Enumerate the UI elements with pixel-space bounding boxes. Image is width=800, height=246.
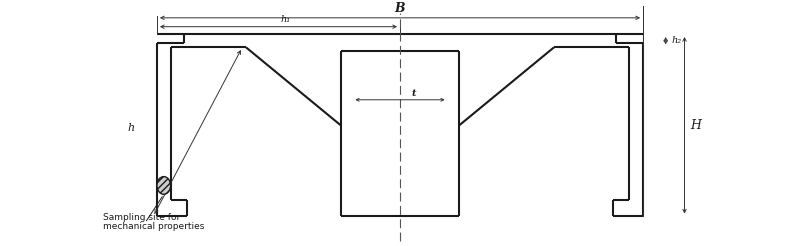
Text: B: B [394, 2, 406, 15]
Text: H: H [690, 119, 702, 132]
Text: h₂: h₂ [672, 36, 682, 45]
Text: mechanical properties: mechanical properties [103, 222, 205, 231]
Text: t: t [411, 89, 416, 98]
Text: h₁: h₁ [281, 15, 291, 24]
Text: Sampling site for: Sampling site for [103, 213, 181, 222]
Ellipse shape [157, 177, 170, 194]
Text: h: h [127, 123, 134, 133]
